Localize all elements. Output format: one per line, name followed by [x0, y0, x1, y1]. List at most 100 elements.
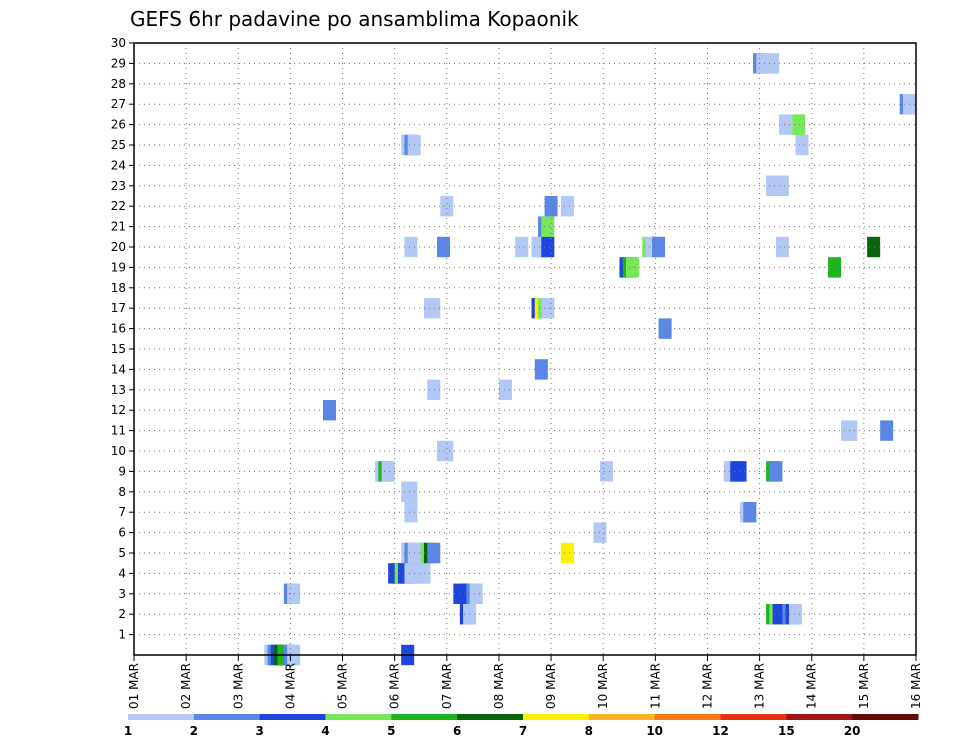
colorbar-label: 6: [453, 724, 461, 738]
colorbar-swatch: [852, 714, 919, 720]
precip-cell: [541, 216, 555, 237]
colorbar-label: 8: [585, 724, 593, 738]
precip-cell: [560, 542, 574, 564]
x-tick-label: 01 MAR: [127, 663, 141, 709]
y-tick-label: 6: [118, 526, 126, 540]
precip-cell: [844, 420, 858, 441]
x-tick-label: 11 MAR: [648, 663, 662, 709]
precip-cell: [541, 298, 555, 319]
colorbar-label: 12: [712, 724, 729, 738]
x-axis: 01 MAR 02 MAR 03 MAR 04 MAR 05 MAR 06 MAR 07 M…: [127, 655, 923, 709]
y-tick-label: 26: [111, 118, 126, 132]
precip-cell: [652, 236, 666, 258]
y-tick-label: 13: [111, 383, 126, 397]
cells-layer: [264, 53, 916, 666]
precip-cell: [788, 604, 802, 625]
x-tick-label: 15 MAR: [857, 663, 871, 709]
colorbar-label: 2: [190, 724, 198, 738]
y-tick-label: 9: [118, 464, 126, 478]
x-tick-label: 14 MAR: [805, 663, 819, 709]
precip-cell: [880, 420, 894, 441]
colorbar-label: 3: [255, 724, 263, 738]
y-tick-label: 24: [111, 158, 126, 172]
colorbar-label: 7: [519, 724, 527, 738]
x-tick-label: 09 MAR: [544, 663, 558, 709]
y-axis: 1234567891011121314151617181920212223242…: [111, 36, 134, 642]
x-tick-label: 06 MAR: [388, 663, 402, 709]
precip-cell: [766, 53, 780, 74]
precip-cell: [440, 196, 454, 217]
y-tick-label: 23: [111, 179, 126, 193]
y-tick-label: 12: [111, 403, 126, 417]
y-tick-label: 17: [111, 301, 126, 315]
x-tick-label: 07 MAR: [440, 663, 454, 709]
colorbar-label: 15: [778, 724, 795, 738]
precip-cell: [534, 359, 548, 380]
y-tick-label: 8: [118, 485, 126, 499]
x-tick-label: 08 MAR: [492, 663, 506, 709]
y-tick-label: 21: [111, 220, 126, 234]
chart-title: GEFS 6hr padavine po ansamblima Kopaonik: [130, 7, 579, 31]
precip-cell: [427, 379, 441, 400]
precip-cell: [599, 461, 613, 482]
colorbar-swatch: [588, 714, 656, 720]
x-tick-label: 04 MAR: [283, 663, 297, 709]
colorbar-label: 20: [844, 724, 861, 738]
colorbar-swatch: [128, 714, 195, 720]
colorbar-swatch: [193, 714, 261, 720]
y-tick-label: 19: [111, 260, 126, 274]
precip-cell: [427, 298, 441, 319]
precip-cell: [775, 236, 789, 258]
precip-cell: [469, 583, 483, 604]
y-tick-label: 30: [111, 36, 126, 50]
colorbar-label: 5: [387, 724, 395, 738]
grid-layer: [134, 43, 916, 655]
colorbar-swatch: [654, 714, 721, 720]
y-tick-label: 10: [111, 444, 126, 458]
precip-cell: [658, 318, 672, 339]
x-tick-label: 05 MAR: [336, 663, 350, 709]
precip-cell: [792, 114, 806, 135]
x-tick-label: 02 MAR: [179, 663, 193, 709]
precip-cell: [626, 257, 640, 278]
precip-cell: [769, 461, 783, 482]
precip-cell: [381, 461, 395, 482]
precip-cell: [733, 461, 747, 482]
precip-cell: [417, 563, 431, 584]
colorbar-swatch: [720, 714, 787, 720]
colorbar-label: 10: [646, 724, 663, 738]
x-tick-label: 13 MAR: [753, 663, 767, 709]
precip-cell: [795, 134, 809, 156]
y-tick-label: 4: [118, 566, 126, 580]
y-tick-label: 20: [111, 240, 126, 254]
colorbar-swatch: [523, 714, 590, 720]
y-tick-label: 22: [111, 199, 126, 213]
y-tick-label: 15: [111, 342, 126, 356]
colorbar-label: 1: [124, 724, 132, 738]
x-tick-label: 12 MAR: [700, 663, 714, 709]
y-tick-label: 18: [111, 281, 126, 295]
x-tick-label: 03 MAR: [231, 663, 245, 709]
y-tick-label: 16: [111, 322, 126, 336]
precip-cell: [867, 236, 881, 258]
precip-cell: [404, 236, 418, 258]
precip-cell: [779, 114, 793, 135]
x-tick-label: 10 MAR: [596, 663, 610, 709]
precip-cell: [427, 542, 441, 564]
colorbar: 1 2 3 4 5 6 7 8 10 12 15 20: [124, 714, 919, 738]
colorbar-swatch: [457, 714, 524, 720]
colorbar-swatch: [325, 714, 392, 720]
colorbar-swatch: [391, 714, 458, 720]
y-tick-label: 1: [118, 628, 126, 642]
precip-cell: [404, 481, 418, 502]
y-tick-label: 29: [111, 56, 126, 70]
precip-cell: [541, 236, 555, 258]
y-tick-label: 14: [111, 362, 126, 376]
precip-cell: [437, 236, 451, 258]
colorbar-swatch: [259, 714, 326, 720]
y-tick-label: 7: [118, 505, 126, 519]
precip-cell: [544, 196, 558, 217]
precip-cell: [775, 175, 789, 196]
precip-cell: [498, 379, 512, 400]
